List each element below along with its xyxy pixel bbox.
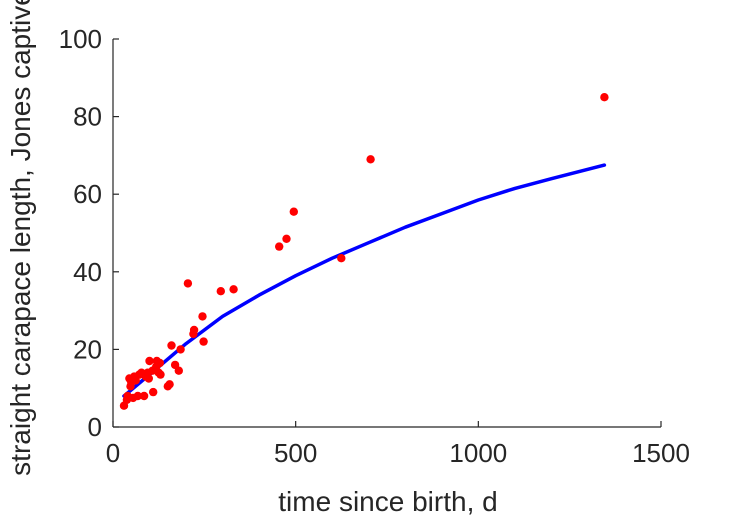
fit-curve-group xyxy=(122,163,607,398)
data-point xyxy=(189,325,199,335)
data-point xyxy=(176,345,185,354)
y-tick-label: 0 xyxy=(88,412,102,442)
data-point xyxy=(156,370,165,379)
data-point xyxy=(133,391,142,401)
data-points-group xyxy=(119,93,609,410)
data-point xyxy=(167,341,176,350)
y-axis-label: straight carapace length, Jones captive xyxy=(5,0,36,476)
data-point xyxy=(174,366,183,375)
x-tick-label: 1000 xyxy=(449,438,507,468)
data-point xyxy=(183,279,193,288)
x-tick-label: 500 xyxy=(274,438,317,468)
y-tick-label: 80 xyxy=(73,102,102,132)
y-tick-label: 60 xyxy=(73,179,102,209)
data-point xyxy=(139,391,149,401)
data-point xyxy=(155,358,164,368)
data-point xyxy=(216,287,225,296)
y-tick-label: 100 xyxy=(59,24,102,54)
data-point xyxy=(144,374,153,383)
x-tick-label: 1500 xyxy=(632,438,690,468)
data-point xyxy=(145,356,154,366)
data-point xyxy=(229,285,238,294)
data-point xyxy=(366,155,375,164)
data-point xyxy=(199,337,208,346)
data-point xyxy=(600,93,609,102)
data-point xyxy=(198,312,207,321)
x-axis-label: time since birth, d xyxy=(278,486,497,517)
data-point xyxy=(337,254,346,263)
y-tick-label: 40 xyxy=(73,257,102,287)
data-point xyxy=(275,242,284,251)
x-tick-label: 0 xyxy=(106,438,120,468)
data-point xyxy=(165,380,174,389)
fit-curve xyxy=(122,163,607,398)
data-point xyxy=(149,387,158,397)
data-point xyxy=(282,234,291,243)
axes: 0 500 1000 1500 0 20 40 60 80 100 xyxy=(59,24,690,468)
y-tick-label: 20 xyxy=(73,334,102,364)
data-point xyxy=(289,207,298,216)
